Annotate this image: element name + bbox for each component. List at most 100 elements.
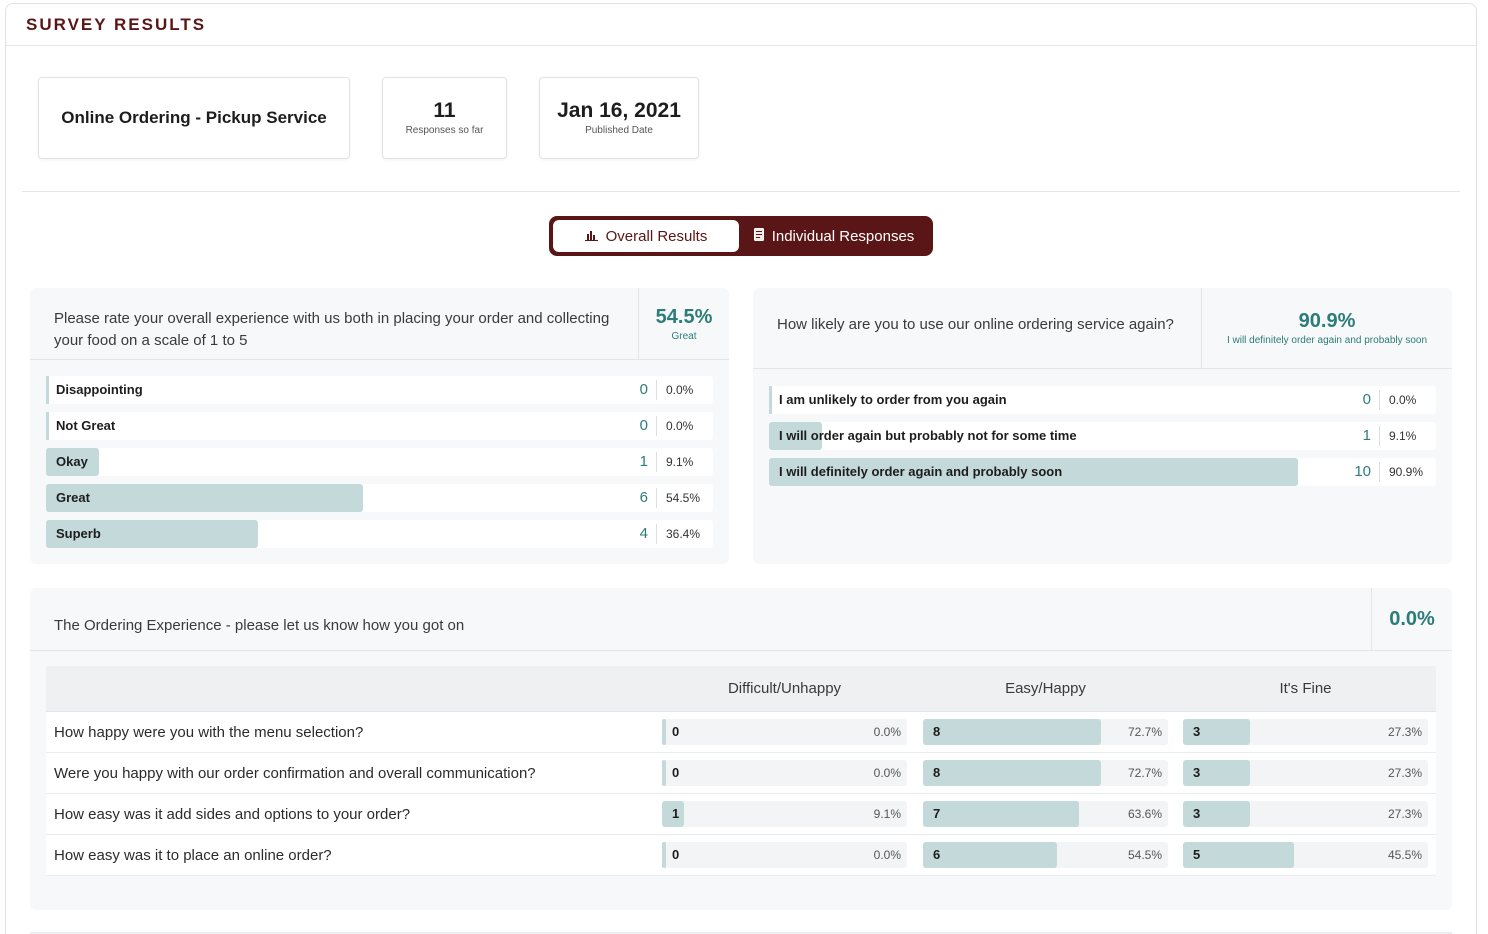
cell-count: 0 xyxy=(672,724,680,739)
answer-bar xyxy=(46,412,49,440)
top-percentage: 90.9% xyxy=(1298,310,1356,332)
cell-percentage: 63.6% xyxy=(1127,807,1162,821)
cell-percentage: 27.3% xyxy=(1387,725,1422,739)
tab-individual-responses[interactable]: Individual Responses xyxy=(739,220,929,252)
table-row: Were you happy with our order confirmati… xyxy=(46,753,1436,794)
cell-percentage: 27.3% xyxy=(1387,807,1422,821)
answer-percentage: 0.0% xyxy=(1389,393,1417,407)
answer-percentage: 0.0% xyxy=(666,383,694,397)
divider xyxy=(656,380,657,400)
table-row: How easy was it add sides and options to… xyxy=(46,794,1436,835)
answer-label: Superb xyxy=(56,526,101,541)
matrix-bar xyxy=(1183,842,1295,868)
cell-count: 3 xyxy=(1193,724,1201,739)
survey-name-card: Online Ordering - Pickup Service xyxy=(38,77,350,159)
published-label: Published Date xyxy=(585,125,653,136)
divider xyxy=(1379,390,1380,410)
question-text: How likely are you to use our online ord… xyxy=(777,316,1174,333)
matrix-bar xyxy=(662,801,685,827)
answer-label: I will definitely order again and probab… xyxy=(779,464,1063,479)
matrix-cell: 0 0.0% xyxy=(662,719,907,745)
cell-count: 8 xyxy=(933,724,941,739)
matrix-cell: 0 0.0% xyxy=(662,760,907,786)
answer-bar xyxy=(46,448,99,476)
next-section-edge xyxy=(30,932,1452,934)
tab-overall-label: Overall Results xyxy=(605,227,708,245)
divider xyxy=(22,191,1460,192)
answer-row: I will definitely order again and probab… xyxy=(769,458,1436,486)
answer-percentage: 54.5% xyxy=(666,491,701,505)
matrix-bar xyxy=(662,842,666,868)
matrix-cell: 3 27.3% xyxy=(1183,760,1428,786)
answer-row: I will order again but probably not for … xyxy=(769,422,1436,450)
responses-card: 11 Responses so far xyxy=(382,77,507,159)
matrix-table: Difficult/Unhappy Easy/Happy It's Fine H… xyxy=(46,666,1436,876)
top-answer-label: I will definitely order again and probab… xyxy=(1226,335,1428,346)
column-header: Difficult/Unhappy xyxy=(727,680,842,697)
survey-name: Online Ordering - Pickup Service xyxy=(61,108,327,127)
cell-percentage: 54.5% xyxy=(1127,848,1162,862)
table-row: How easy was it to place an online order… xyxy=(46,835,1436,876)
answer-count: 6 xyxy=(639,489,648,506)
cell-percentage: 9.1% xyxy=(873,807,901,821)
answer-percentage: 9.1% xyxy=(1389,429,1417,443)
cell-count: 1 xyxy=(672,806,680,821)
cell-count: 5 xyxy=(1193,847,1201,862)
answer-count: 0 xyxy=(639,381,648,398)
answer-bar xyxy=(46,520,258,548)
answer-percentage: 36.4% xyxy=(666,527,701,541)
answer-percentage: 0.0% xyxy=(666,419,694,433)
cell-count: 0 xyxy=(672,847,680,862)
answer-bar xyxy=(769,458,1299,486)
question-card-rating: Please rate your overall experience with… xyxy=(30,288,729,564)
cell-percentage: 72.7% xyxy=(1127,766,1162,780)
question-text: Please rate your overall experience with… xyxy=(54,310,610,349)
cell-percentage: 45.5% xyxy=(1387,848,1422,862)
matrix-cell: 3 27.3% xyxy=(1183,719,1428,745)
answer-count: 4 xyxy=(639,525,648,542)
cell-count: 3 xyxy=(1193,765,1201,780)
question-header: Please rate your overall experience with… xyxy=(30,288,729,360)
tab-overall-results[interactable]: Overall Results xyxy=(553,220,739,252)
question-card-likelihood: How likely are you to use our online ord… xyxy=(753,288,1452,564)
row-question: How easy was it to place an online order… xyxy=(54,847,332,864)
matrix-cell: 8 72.7% xyxy=(923,719,1168,745)
tab-individual-label: Individual Responses xyxy=(771,227,915,245)
answer-count: 0 xyxy=(1362,391,1371,408)
cell-count: 3 xyxy=(1193,806,1201,821)
column-header: It's Fine xyxy=(1279,680,1332,697)
cell-percentage: 0.0% xyxy=(873,848,901,862)
row-question: Were you happy with our order confirmati… xyxy=(54,765,536,782)
matrix-cell: 6 54.5% xyxy=(923,842,1168,868)
answer-row: Okay 1 9.1% xyxy=(46,448,713,476)
matrix-bar xyxy=(1183,760,1250,786)
answer-bar xyxy=(769,386,772,414)
row-question: How happy were you with the menu selecti… xyxy=(54,724,364,741)
question-header: How likely are you to use our online ord… xyxy=(753,288,1452,369)
question-top-stat: 54.5% Great xyxy=(638,288,729,359)
answer-row: Disappointing 0 0.0% xyxy=(46,376,713,404)
answer-count: 10 xyxy=(1354,463,1371,480)
top-percentage: 54.5% xyxy=(655,305,713,328)
answer-row: Superb 4 36.4% xyxy=(46,520,713,548)
row-question: How easy was it add sides and options to… xyxy=(54,806,411,823)
top-percentage: 0.0% xyxy=(1389,608,1435,630)
cell-percentage: 72.7% xyxy=(1127,725,1162,739)
question-header: The Ordering Experience - please let us … xyxy=(30,588,1452,651)
divider xyxy=(656,452,657,472)
published-card: Jan 16, 2021 Published Date xyxy=(539,77,699,159)
question-card-matrix: The Ordering Experience - please let us … xyxy=(30,588,1452,910)
matrix-cell: 5 45.5% xyxy=(1183,842,1428,868)
answer-count: 1 xyxy=(639,453,648,470)
cell-count: 6 xyxy=(933,847,941,862)
answer-label: Okay xyxy=(56,454,88,469)
answer-count: 0 xyxy=(639,417,648,434)
cell-count: 7 xyxy=(933,806,941,821)
divider xyxy=(656,488,657,508)
question-top-stat: 90.9% I will definitely order again and … xyxy=(1201,288,1452,368)
answer-bar xyxy=(46,484,364,512)
answer-row: Not Great 0 0.0% xyxy=(46,412,713,440)
divider xyxy=(656,524,657,544)
answer-bar xyxy=(46,376,49,404)
answer-label: I will order again but probably not for … xyxy=(779,428,1077,443)
